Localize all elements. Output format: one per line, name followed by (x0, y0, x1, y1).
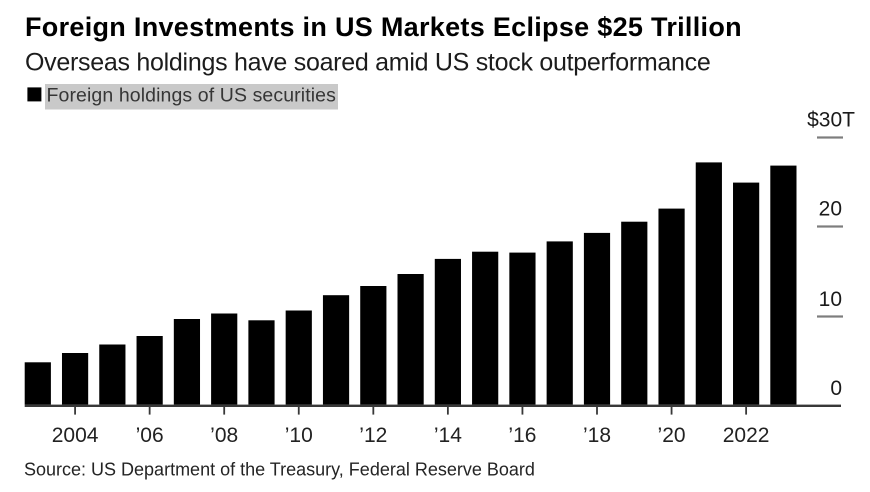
svg-text:’06: ’06 (136, 424, 164, 447)
svg-text:10: 10 (819, 288, 842, 311)
svg-text:’14: ’14 (434, 424, 462, 447)
svg-text:Foreign Investments in US Mark: Foreign Investments in US Markets Eclips… (25, 12, 742, 42)
svg-text:Overseas holdings have soared: Overseas holdings have soared amid US st… (25, 49, 711, 77)
svg-text:’08: ’08 (210, 424, 238, 447)
svg-text:20: 20 (819, 198, 842, 221)
svg-text:’10: ’10 (285, 424, 313, 447)
svg-text:2004: 2004 (52, 424, 99, 447)
svg-text:’18: ’18 (583, 424, 611, 447)
svg-text:$30T: $30T (807, 109, 855, 132)
svg-text:2022: 2022 (723, 424, 770, 447)
svg-text:Source: US Department of the T: Source: US Department of the Treasury, F… (24, 459, 535, 479)
svg-text:’12: ’12 (359, 424, 387, 447)
svg-text:Foreign holdings of US securit: Foreign holdings of US securities (47, 85, 337, 107)
svg-text:’16: ’16 (508, 424, 536, 447)
svg-text:0: 0 (830, 377, 842, 400)
svg-text:’20: ’20 (658, 424, 686, 447)
